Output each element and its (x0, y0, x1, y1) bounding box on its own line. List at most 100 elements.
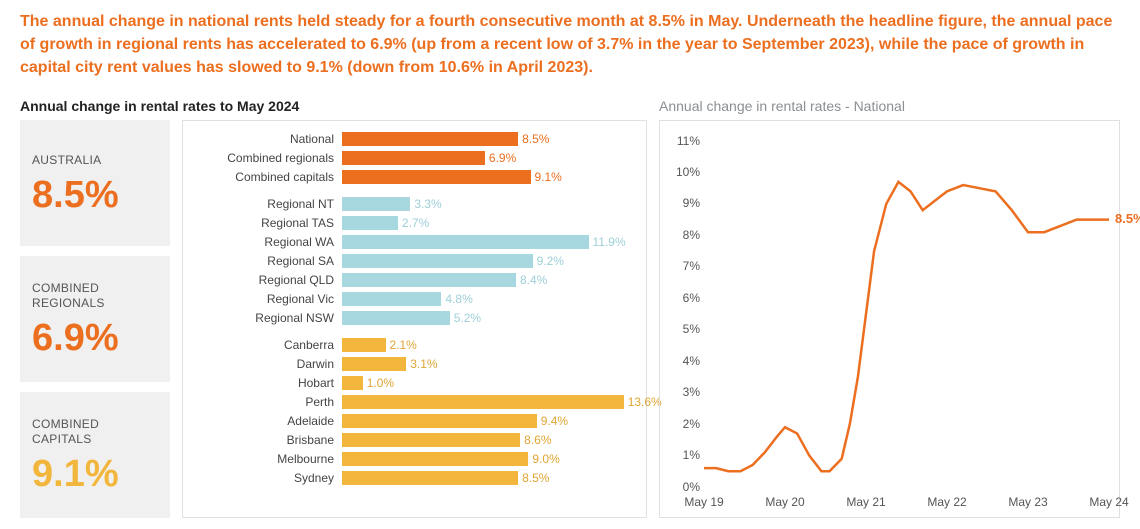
x-tick-label: May 24 (1089, 495, 1128, 509)
bar-row: Darwin 3.1% (197, 356, 632, 373)
bar-row: Brisbane8.6% (197, 432, 632, 449)
bar-fill (342, 151, 485, 165)
x-tick-label: May 20 (765, 495, 804, 509)
y-tick-label: 5% (670, 322, 700, 336)
bar-row: Regional NSW5.2% (197, 310, 632, 327)
headline-text: The annual change in national rents held… (20, 10, 1120, 80)
bar-chart-panel: National8.5%Combined regionals6.9%Combin… (182, 120, 647, 518)
bar-track: 1.0% (342, 376, 632, 390)
y-tick-label: 6% (670, 291, 700, 305)
x-tick-label: May 21 (846, 495, 885, 509)
bar-fill (342, 414, 537, 428)
line-series (704, 181, 1109, 470)
line-chart-plot: 0%1%2%3%4%5%6%7%8%9%10%11%May 19May 20Ma… (704, 141, 1109, 487)
bar-row: Combined capitals9.1% (197, 169, 632, 186)
bar-track: 2.7% (342, 216, 632, 230)
bar-value-label: 3.3% (410, 197, 441, 211)
y-tick-label: 3% (670, 385, 700, 399)
bar-fill (342, 395, 624, 409)
bar-fill (342, 197, 410, 211)
bar-fill (342, 254, 533, 268)
summary-tile: COMBINED REGIONALS 6.9% (20, 256, 170, 382)
bar-track: 3.3% (342, 197, 632, 211)
bar-row: Regional WA11.9% (197, 234, 632, 251)
bar-fill (342, 170, 531, 184)
bar-fill (342, 433, 520, 447)
y-tick-label: 8% (670, 228, 700, 242)
bar-group: Regional NT3.3%Regional TAS2.7%Regional … (197, 196, 632, 327)
bar-fill (342, 235, 589, 249)
bar-track: 2.1% (342, 338, 632, 352)
bar-row: Regional NT 3.3% (197, 196, 632, 213)
x-tick-label: May 23 (1008, 495, 1047, 509)
bar-chart-title: Annual change in rental rates to May 202… (20, 98, 647, 114)
bar-fill (342, 132, 518, 146)
x-tick-label: May 22 (927, 495, 966, 509)
bar-value-label: 13.6% (624, 395, 662, 409)
bar-value-label: 8.4% (516, 273, 547, 287)
bar-track: 13.6% (342, 395, 632, 409)
y-tick-label: 4% (670, 354, 700, 368)
bar-value-label: 4.8% (441, 292, 472, 306)
bar-row: Regional Vic 4.8% (197, 291, 632, 308)
bar-row: Perth13.6% (197, 394, 632, 411)
y-tick-label: 2% (670, 417, 700, 431)
bar-value-label: 11.9% (589, 235, 626, 249)
summary-tiles: AUSTRALIA8.5%COMBINED REGIONALS6.9%COMBI… (20, 120, 170, 518)
bar-row-label: Adelaide (197, 414, 342, 428)
charts-row: Annual change in rental rates to May 202… (20, 98, 1120, 518)
summary-tile: COMBINED CAPITALS 9.1% (20, 392, 170, 518)
y-tick-label: 1% (670, 448, 700, 462)
bar-row-label: Regional TAS (197, 216, 342, 230)
summary-tile-value: 6.9% (32, 317, 158, 360)
y-tick-label: 0% (670, 480, 700, 494)
bar-track: 8.5% (342, 471, 632, 485)
bar-row: Combined regionals 6.9% (197, 150, 632, 167)
bar-track: 9.1% (342, 170, 632, 184)
summary-tile-label: COMBINED REGIONALS (32, 281, 158, 311)
bar-group: Canberra2.1%Darwin3.1%Hobart1.0%Perth13.… (197, 337, 632, 487)
summary-tile-label: AUSTRALIA (32, 153, 158, 168)
bar-fill (342, 273, 516, 287)
bar-fill (342, 471, 518, 485)
left-column: Annual change in rental rates to May 202… (20, 98, 647, 518)
bar-fill (342, 452, 528, 466)
bar-row-label: Regional NT (197, 197, 342, 211)
bar-track: 5.2% (342, 311, 632, 325)
bar-row: Regional SA9.2% (197, 253, 632, 270)
y-tick-label: 11% (670, 134, 700, 148)
bar-value-label: 2.7% (398, 216, 429, 230)
bar-row: Melbourne9.0% (197, 451, 632, 468)
bar-row-label: Canberra (197, 338, 342, 352)
bar-row: National8.5% (197, 131, 632, 148)
bar-row-label: Combined regionals (197, 151, 342, 165)
summary-tile-value: 9.1% (32, 453, 158, 496)
bar-row-label: Perth (197, 395, 342, 409)
bar-row-label: Regional QLD (197, 273, 342, 287)
bar-value-label: 3.1% (406, 357, 437, 371)
bar-track: 8.5% (342, 132, 632, 146)
bar-track: 8.4% (342, 273, 632, 287)
bar-row-label: Sydney (197, 471, 342, 485)
bar-group: National8.5%Combined regionals6.9%Combin… (197, 131, 632, 186)
y-tick-label: 7% (670, 259, 700, 273)
bar-fill (342, 357, 406, 371)
bar-row: Regional QLD 8.4% (197, 272, 632, 289)
summary-tile-label: COMBINED CAPITALS (32, 417, 158, 447)
line-chart-panel: 0%1%2%3%4%5%6%7%8%9%10%11%May 19May 20Ma… (659, 120, 1120, 518)
bar-row-label: National (197, 132, 342, 146)
bar-row: Regional TAS 2.7% (197, 215, 632, 232)
bar-row-label: Darwin (197, 357, 342, 371)
bar-track: 9.2% (342, 254, 632, 268)
bar-row-label: Melbourne (197, 452, 342, 466)
bar-track: 9.4% (342, 414, 632, 428)
bar-value-label: 5.2% (450, 311, 481, 325)
bar-row-label: Regional Vic (197, 292, 342, 306)
bar-row: Sydney8.5% (197, 470, 632, 487)
bar-fill (342, 338, 386, 352)
bar-row: Canberra2.1% (197, 337, 632, 354)
bar-track: 3.1% (342, 357, 632, 371)
line-chart-title: Annual change in rental rates - National (659, 98, 1120, 114)
bar-row-label: Combined capitals (197, 170, 342, 184)
bar-value-label: 6.9% (485, 151, 516, 165)
